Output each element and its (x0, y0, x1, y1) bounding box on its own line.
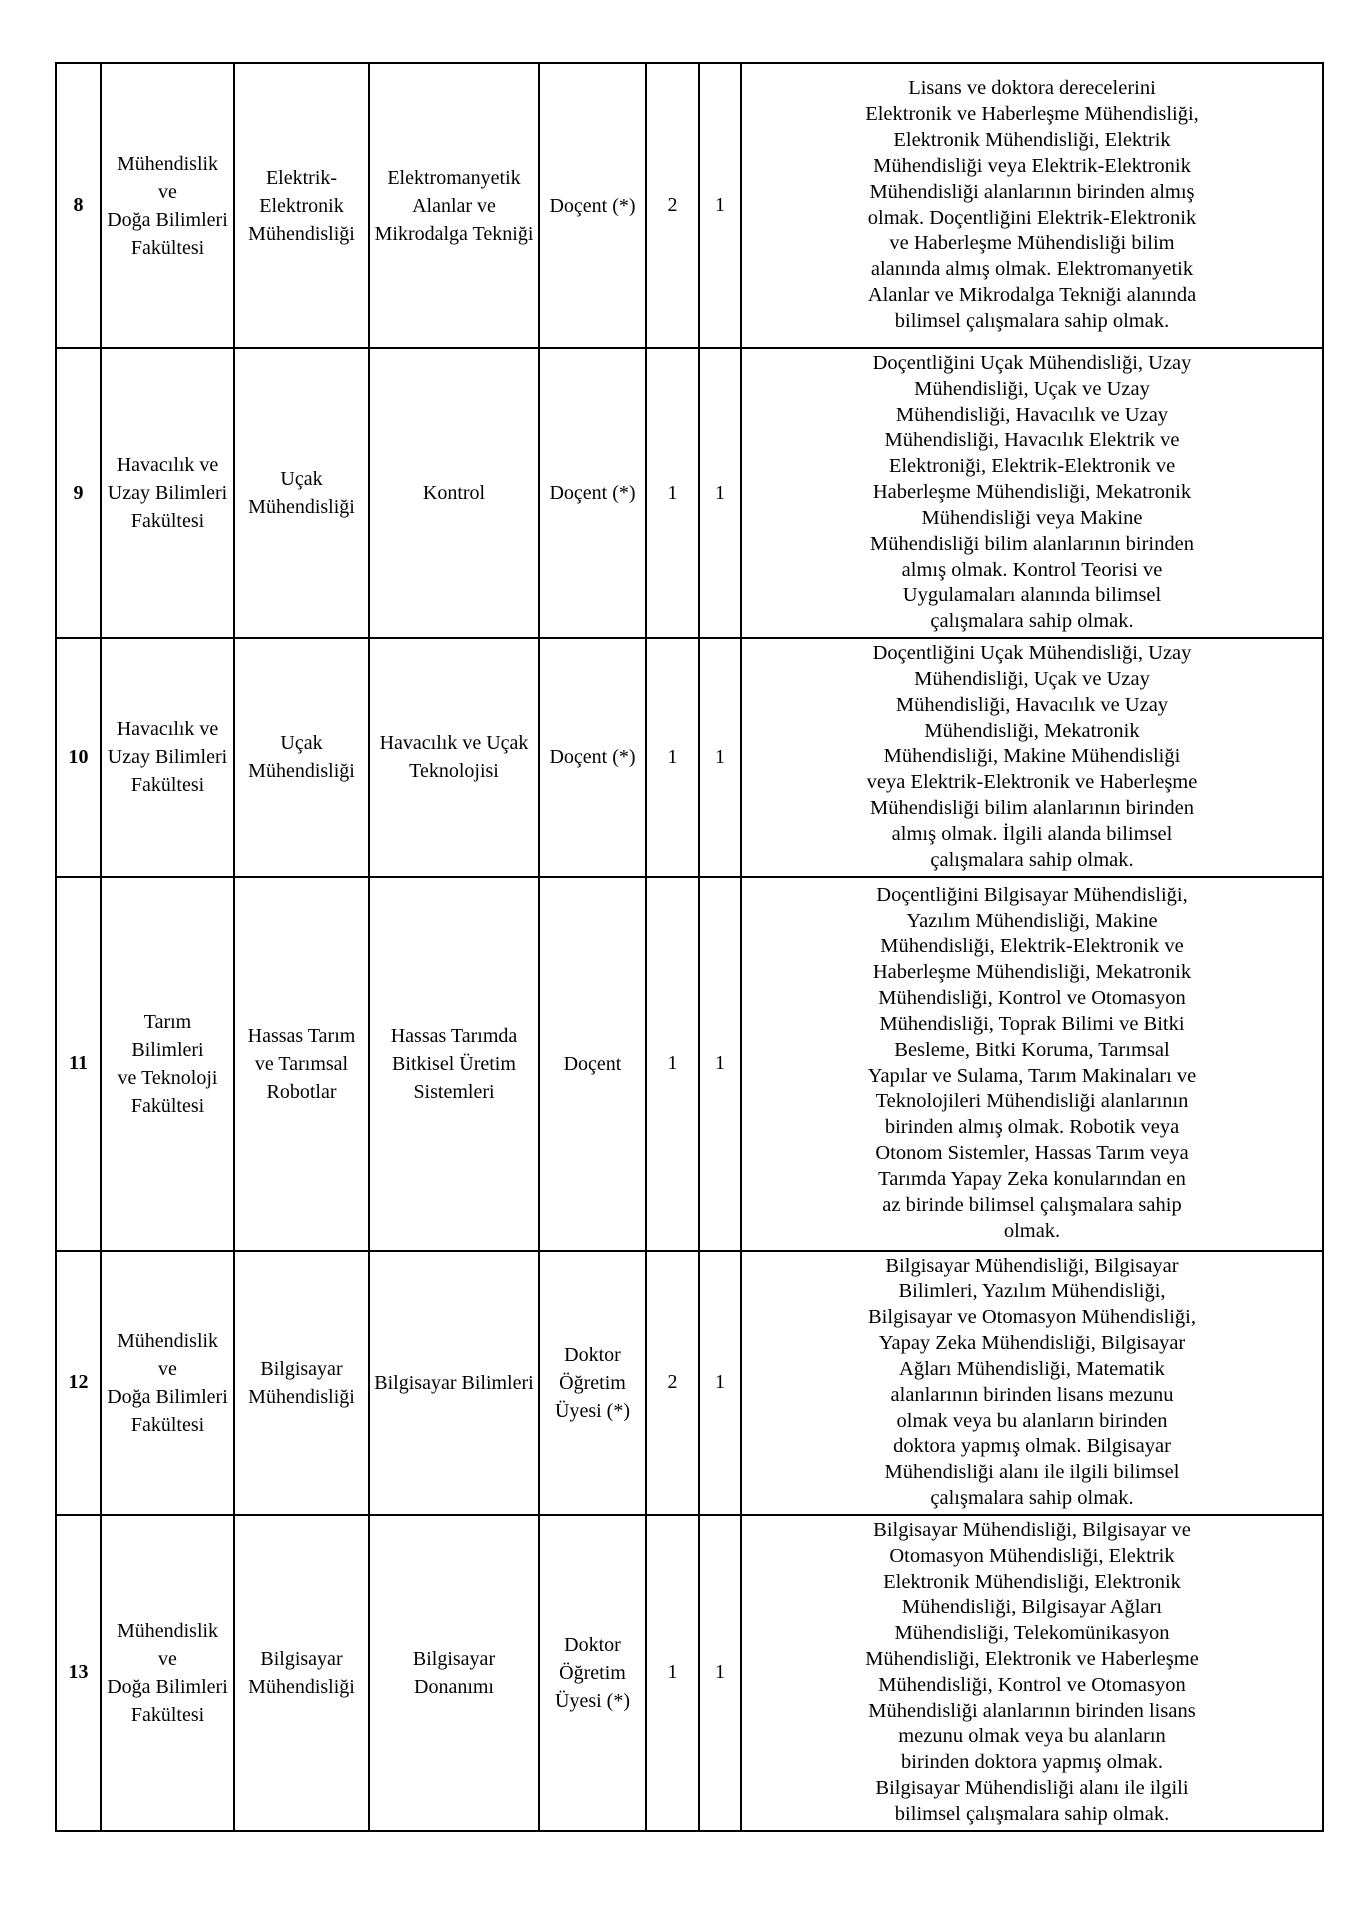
cell-row-number: 10 (55, 637, 102, 878)
cell-requirements: Doçentliğini Bilgisayar Mühendisliği, Ya… (740, 875, 1324, 1252)
table-row: 12 Mühendislik ve Doğa Bilimleri Fakülte… (55, 1249, 1324, 1516)
cell-grade: 1 (698, 1249, 742, 1516)
cell-quota: 1 (645, 875, 700, 1252)
cell-requirements: Doçentliğini Uçak Mühendisliği, Uzay Müh… (740, 346, 1324, 640)
cell-program: Bilgisayar Donanımı (368, 1513, 540, 1832)
cell-requirements: Doçentliğini Uçak Mühendisliği, Uzay Müh… (740, 637, 1324, 878)
cell-faculty: Mühendislik ve Doğa Bilimleri Fakültesi (100, 1513, 235, 1832)
cell-grade: 1 (698, 875, 742, 1252)
cell-grade: 1 (698, 1513, 742, 1832)
cell-title: Doçent (*) (538, 346, 647, 640)
cell-requirements: Bilgisayar Mühendisliği, Bilgisayar Bili… (740, 1249, 1324, 1516)
cell-requirements: Bilgisayar Mühendisliği, Bilgisayar ve O… (740, 1513, 1324, 1832)
cell-title: Doktor Öğretim Üyesi (*) (538, 1249, 647, 1516)
cell-faculty: Mühendislik ve Doğa Bilimleri Fakültesi (100, 62, 235, 349)
cell-grade: 1 (698, 637, 742, 878)
cell-department: Elektrik- Elektronik Mühendisliği (233, 62, 370, 349)
academic-positions-table: 8 Mühendislik ve Doğa Bilimleri Fakültes… (55, 62, 1324, 1832)
cell-program: Kontrol (368, 346, 540, 640)
cell-grade: 1 (698, 346, 742, 640)
cell-department: Bilgisayar Mühendisliği (233, 1249, 370, 1516)
cell-quota: 2 (645, 1249, 700, 1516)
cell-title: Doçent (*) (538, 637, 647, 878)
cell-title: Doçent (*) (538, 62, 647, 349)
cell-title: Doktor Öğretim Üyesi (*) (538, 1513, 647, 1832)
cell-program: Hassas Tarımda Bitkisel Üretim Sistemler… (368, 875, 540, 1252)
cell-quota: 1 (645, 637, 700, 878)
table-row: 10 Havacılık ve Uzay Bilimleri Fakültesi… (55, 637, 1324, 878)
cell-requirements: Lisans ve doktora derecelerini Elektroni… (740, 62, 1324, 349)
table-row: 9 Havacılık ve Uzay Bilimleri Fakültesi … (55, 346, 1324, 640)
cell-faculty: Mühendislik ve Doğa Bilimleri Fakültesi (100, 1249, 235, 1516)
cell-department: Uçak Mühendisliği (233, 346, 370, 640)
cell-faculty: Havacılık ve Uzay Bilimleri Fakültesi (100, 346, 235, 640)
cell-row-number: 11 (55, 875, 102, 1252)
cell-row-number: 9 (55, 346, 102, 640)
table-row: 13 Mühendislik ve Doğa Bilimleri Fakülte… (55, 1513, 1324, 1832)
cell-program: Bilgisayar Bilimleri (368, 1249, 540, 1516)
cell-department: Uçak Mühendisliği (233, 637, 370, 878)
cell-department: Bilgisayar Mühendisliği (233, 1513, 370, 1832)
cell-row-number: 13 (55, 1513, 102, 1832)
cell-program: Elektromanyetik Alanlar ve Mikrodalga Te… (368, 62, 540, 349)
cell-title: Doçent (538, 875, 647, 1252)
cell-quota: 1 (645, 1513, 700, 1832)
cell-quota: 2 (645, 62, 700, 349)
cell-quota: 1 (645, 346, 700, 640)
cell-faculty: Havacılık ve Uzay Bilimleri Fakültesi (100, 637, 235, 878)
cell-department: Hassas Tarım ve Tarımsal Robotlar (233, 875, 370, 1252)
cell-row-number: 12 (55, 1249, 102, 1516)
table-row: 11 Tarım Bilimleri ve Teknoloji Fakültes… (55, 875, 1324, 1252)
cell-program: Havacılık ve Uçak Teknolojisi (368, 637, 540, 878)
table-row: 8 Mühendislik ve Doğa Bilimleri Fakültes… (55, 62, 1324, 349)
cell-faculty: Tarım Bilimleri ve Teknoloji Fakültesi (100, 875, 235, 1252)
cell-grade: 1 (698, 62, 742, 349)
cell-row-number: 8 (55, 62, 102, 349)
